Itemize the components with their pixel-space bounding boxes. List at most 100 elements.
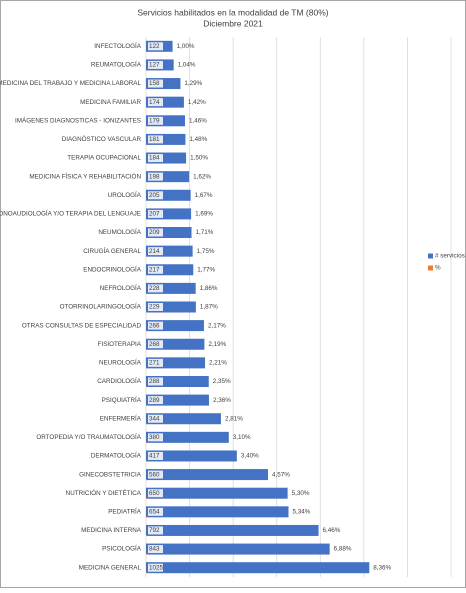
value-label: 843: [149, 546, 160, 553]
value-label: 8,36%: [373, 564, 391, 571]
value-label: 1,29%: [184, 80, 202, 87]
y-tick-label: PSIQUIATRÍA: [102, 395, 142, 404]
value-label: 158: [149, 80, 160, 87]
y-tick-label: PEDIATRÍA: [108, 506, 142, 515]
y-tick-label: OTORRINOLARINGOLOGÍA: [60, 302, 142, 311]
y-tick-label: MEDICINA DEL TRABAJO Y MEDICINA LABORAL: [0, 80, 141, 87]
value-label: 417: [149, 453, 160, 460]
y-tick-label: DERMATOLOGÍA: [91, 451, 142, 460]
value-label: 268: [149, 341, 160, 348]
bar: [146, 386, 147, 387]
value-label: 1,86%: [200, 285, 218, 292]
value-label: 1,87%: [200, 304, 218, 311]
chart-subtitle: Diciembre 2021: [203, 18, 263, 28]
bar: [146, 535, 147, 536]
bar: [146, 516, 147, 517]
y-tick-label: INFECTOLOGÍA: [94, 41, 142, 50]
value-label: 4,57%: [272, 471, 290, 478]
y-tick-label: ENFERMERÍA: [100, 413, 142, 422]
value-label: 5,30%: [292, 490, 310, 497]
value-label: 229: [149, 304, 160, 311]
value-label: 214: [149, 248, 160, 255]
value-label: 288: [149, 378, 160, 385]
value-label: 1,04%: [178, 62, 196, 69]
legend-label: # servicios: [435, 253, 465, 260]
y-tick-label: ENDOCRINOLOGÍA: [83, 264, 142, 273]
chart-title: Servicios habilitados en la modalidad de…: [137, 7, 328, 17]
value-label: 560: [149, 471, 160, 478]
y-tick-label: CIRUGÍA GENERAL: [83, 246, 141, 255]
y-tick-label: DIAGNÓSTICO VASCULAR: [62, 134, 142, 143]
y-tick-label: OTRAS CONSULTAS DE ESPECIALIDAD: [22, 322, 142, 329]
y-tick-label: TERAPIA OCUPACIONAL: [67, 155, 141, 162]
value-label: 2,35%: [213, 378, 231, 385]
value-label: 122: [149, 43, 160, 50]
y-tick-label: IMÁGENES DIAGNOSTICAS - IONIZANTES: [15, 115, 141, 124]
value-label: 266: [149, 322, 160, 329]
value-label: 271: [149, 360, 160, 367]
value-label: 179: [149, 117, 160, 124]
y-tick-label: ORTOPEDIA Y/O TRAUMATOLOGÍA: [36, 432, 141, 441]
value-label: 127: [149, 62, 160, 69]
value-label: 380: [149, 434, 160, 441]
bar: [146, 442, 147, 443]
value-label: 1,77%: [197, 266, 215, 273]
y-tick-label: GINECOBSTETRICIA: [79, 471, 142, 478]
y-tick-label: PSICOLOGÍA: [102, 544, 142, 553]
y-tick-label: NEUROLOGÍA: [99, 358, 142, 367]
bar: [146, 460, 147, 461]
value-label: 1,69%: [195, 211, 213, 218]
value-label: 181: [149, 136, 160, 143]
value-label: 1,46%: [189, 117, 207, 124]
y-tick-label: MEDICINA GENERAL: [79, 564, 142, 571]
y-tick-label: MEDICINA INTERNA: [81, 527, 142, 534]
y-tick-label: NEUMOLOGÍA: [98, 227, 141, 236]
value-label: 217: [149, 266, 160, 273]
y-tick-label: NUTRICIÓN Y DIETÉTICA: [66, 488, 142, 497]
legend-swatch: [428, 266, 433, 271]
value-label: 1,42%: [188, 99, 206, 106]
value-label: 2,21%: [209, 360, 227, 367]
bar: [146, 405, 147, 406]
value-label: 1,67%: [195, 192, 213, 199]
value-label: 2,81%: [225, 415, 243, 422]
value-label: 3,10%: [233, 434, 251, 441]
value-label: 198: [149, 173, 160, 180]
bar: [146, 469, 268, 480]
y-tick-label: MEDICINA FAMILIAR: [80, 99, 141, 106]
legend-label: %: [435, 265, 441, 272]
value-label: 1,50%: [190, 155, 208, 162]
value-label: 184: [149, 155, 160, 162]
value-label: 3,40%: [241, 453, 259, 460]
value-label: 1,00%: [177, 43, 195, 50]
value-label: 1025: [149, 564, 164, 571]
value-label: 174: [149, 99, 160, 106]
bar: [146, 479, 147, 480]
bar: [146, 506, 288, 517]
value-label: 205: [149, 192, 160, 199]
bar: [146, 525, 319, 536]
bar: [146, 554, 147, 555]
value-label: 2,19%: [208, 341, 226, 348]
value-label: 2,17%: [208, 322, 226, 329]
value-label: 654: [149, 508, 160, 515]
value-label: 5,34%: [292, 508, 310, 515]
value-label: 792: [149, 527, 160, 534]
value-label: 2,36%: [213, 397, 231, 404]
legend-swatch: [428, 254, 433, 259]
value-label: 650: [149, 490, 160, 497]
value-label: 6,88%: [334, 546, 352, 553]
y-tick-label: UROLOGÍA: [108, 190, 142, 199]
value-label: 289: [149, 397, 160, 404]
y-tick-label: MEDICINA FÍSICA Y REHABILITACIÓN: [29, 171, 141, 180]
y-tick-label: CARDIOLOGÍA: [97, 376, 142, 385]
bar: [146, 498, 147, 499]
y-tick-label: FONOAUDIOLOGÍA Y/O TERAPIA DEL LENGUAJE: [0, 209, 141, 218]
bar: [146, 562, 369, 573]
bar: [146, 423, 147, 424]
value-label: 1,75%: [197, 248, 215, 255]
value-label: 209: [149, 229, 160, 236]
value-label: 344: [149, 415, 160, 422]
bar: [146, 544, 330, 555]
